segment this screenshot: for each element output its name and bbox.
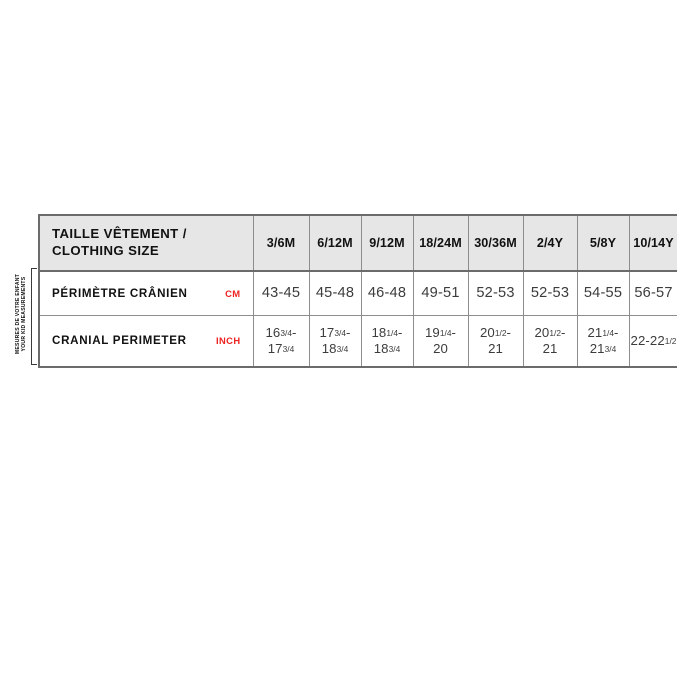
cell-value: 54-55 [583,285,623,302]
cell-value: 49-51 [421,285,460,302]
table-title-cell: TAILLE VÊTEMENT / CLOTHING SIZE [38,214,254,272]
cell-inch-5: 201/2- 21 [522,314,578,368]
cell-cm-5: 52-53 [522,270,578,316]
size-header-0: 3/6M [252,214,310,272]
cell-value: 181/4- 183/4 [371,325,403,356]
cell-inch-1: 173/4- 183/4 [308,314,362,368]
cell-value: 43-45 [261,285,301,302]
cell-value: 201/2- 21 [479,325,512,356]
table-title-line1: TAILLE VÊTEMENT / [52,226,187,242]
size-header-label: 3/6M [266,236,296,250]
cell-value: 211/4- 213/4 [587,325,619,356]
size-header-4: 30/36M [467,214,524,272]
clothing-size-table: TAILLE VÊTEMENT / CLOTHING SIZE 3/6M 6/1… [38,214,677,368]
size-header-3: 18/24M [412,214,469,272]
size-header-label: 18/24M [419,236,462,250]
table-title-line2: CLOTHING SIZE [52,243,160,258]
size-header-label: 6/12M [317,236,353,250]
cell-value: 45-48 [315,285,355,302]
cell-value: 191/4- 20 [424,325,457,356]
size-header-2: 9/12M [360,214,414,272]
side-bracket [31,268,37,365]
cell-value: 52-53 [476,285,515,302]
size-header-5: 2/4Y [522,214,578,272]
unit-label-cm: CM [225,287,241,299]
cell-inch-3: 191/4- 20 [412,314,469,368]
cell-cm-2: 46-48 [360,270,414,316]
cell-value: 201/2- 21 [534,325,566,356]
row-label-text: CRANIAL PERIMETER [52,334,187,348]
cell-cm-0: 43-45 [252,270,310,316]
size-header-7: 10/14Y [628,214,677,272]
table-row-cm: PÉRIMÈTRE CRÂNIEN CM 43-45 45-48 46-48 4… [38,270,677,316]
cell-inch-6: 211/4- 213/4 [576,314,630,368]
cell-inch-4: 201/2- 21 [467,314,524,368]
cell-value: 22-221/2 [630,332,677,348]
cell-cm-6: 54-55 [576,270,630,316]
side-vertical-label: MESURES DE VOTRE ENFANT YOUR KID MEASURE… [14,262,30,366]
cell-cm-1: 45-48 [308,270,362,316]
size-header-label: 9/12M [369,236,405,250]
size-header-label: 10/14Y [633,236,674,250]
cell-inch-2: 181/4- 183/4 [360,314,414,368]
row-label-cell-cm: PÉRIMÈTRE CRÂNIEN CM [38,270,254,316]
cell-value: 52-53 [530,285,570,302]
cell-value: 163/4- 173/4 [265,325,297,356]
size-header-1: 6/12M [308,214,362,272]
cell-cm-3: 49-51 [412,270,469,316]
side-label-en: YOUR KID MEASUREMENTS [21,276,27,352]
table-header-row: TAILLE VÊTEMENT / CLOTHING SIZE 3/6M 6/1… [38,214,677,272]
row-label-text: PÉRIMÈTRE CRÂNIEN [52,286,188,300]
cell-cm-4: 52-53 [467,270,524,316]
cell-value: 46-48 [367,285,407,302]
table-row-inch: CRANIAL PERIMETER INCH 163/4- 173/4 173/4… [38,314,677,368]
size-header-6: 5/8Y [576,214,630,272]
unit-label-inch: INCH [215,335,241,347]
size-header-label: 5/8Y [589,236,617,250]
cell-value: 56-57 [634,285,673,302]
cell-inch-7: 22-221/2 [628,314,677,368]
size-header-label: 30/36M [474,236,517,250]
cell-cm-7: 56-57 [628,270,677,316]
cell-value: 173/4- 183/4 [319,325,351,356]
size-header-label: 2/4Y [536,236,564,250]
row-label-cell-inch: CRANIAL PERIMETER INCH [38,314,254,368]
cell-inch-0: 163/4- 173/4 [252,314,310,368]
